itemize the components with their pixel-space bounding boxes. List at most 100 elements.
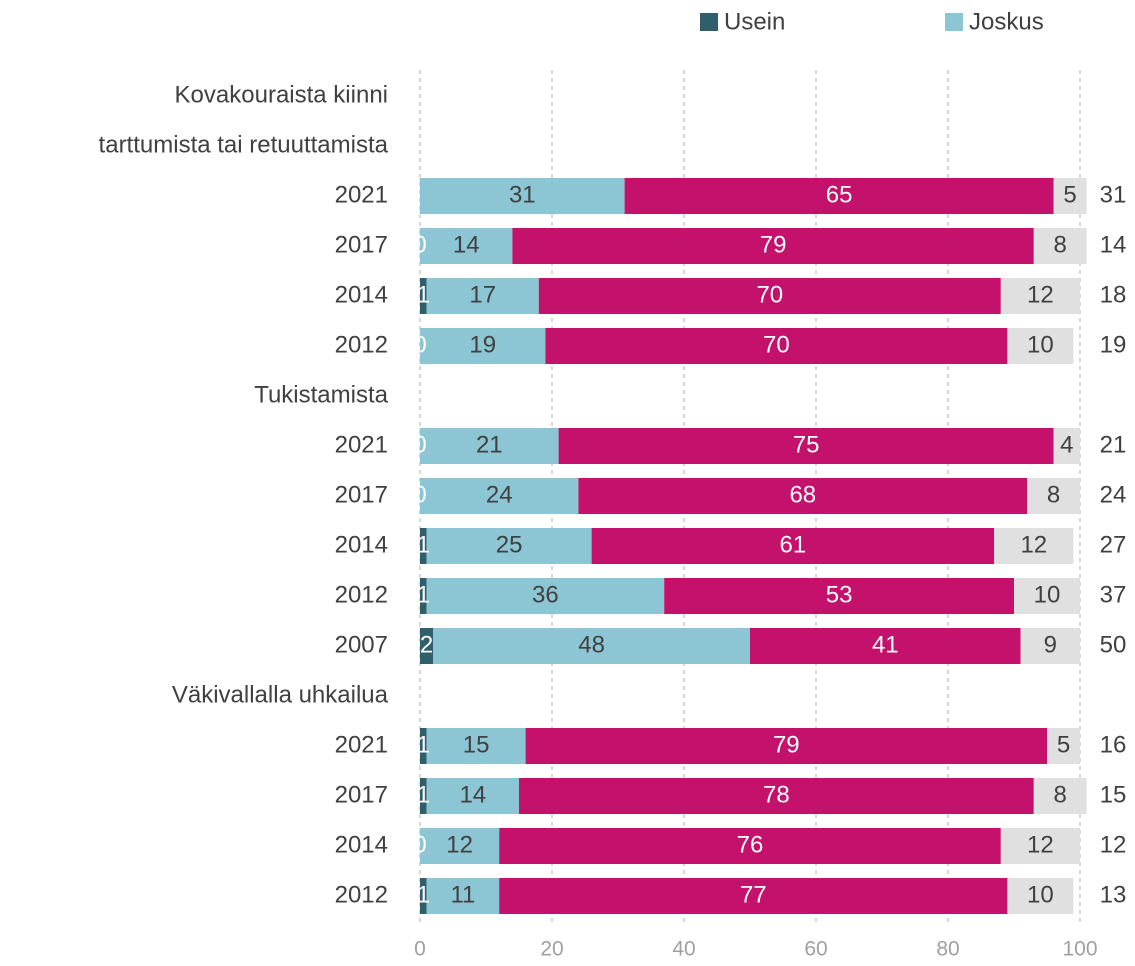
value-label: 31 [509, 181, 536, 208]
category-label: 2017 [335, 781, 388, 808]
value-label: 75 [793, 431, 820, 458]
value-label: 14 [459, 781, 486, 808]
bar-segment [624, 178, 1054, 214]
total-label: 13 [1100, 881, 1127, 908]
total-label: 19 [1100, 331, 1127, 358]
value-label: 53 [826, 581, 853, 608]
value-label: 68 [789, 481, 816, 508]
bar-segment [1000, 278, 1080, 314]
category-label: 2021 [335, 181, 388, 208]
bar-segment [420, 628, 434, 664]
category-label: 2021 [335, 731, 388, 758]
total-label: 37 [1100, 581, 1127, 608]
legend-swatch [700, 13, 718, 31]
value-label: 14 [453, 231, 480, 258]
total-label: 16 [1100, 731, 1127, 758]
bar-segment [420, 178, 625, 214]
value-label: 9 [1044, 631, 1057, 658]
value-label: 1 [417, 731, 430, 758]
total-label: 50 [1100, 631, 1127, 658]
value-label: 1 [417, 781, 430, 808]
bar-segment [1007, 328, 1074, 364]
bar-segment [426, 278, 539, 314]
category-label: 2014 [335, 831, 388, 858]
value-label: 19 [469, 331, 496, 358]
value-label: 0 [413, 431, 426, 458]
value-label: 10 [1034, 581, 1061, 608]
bar-segment [426, 578, 665, 614]
value-label: 12 [1027, 831, 1054, 858]
bar-segment [578, 478, 1028, 514]
value-label: 1 [417, 531, 430, 558]
value-label: 48 [578, 631, 605, 658]
category-label: 2012 [335, 881, 388, 908]
value-label: 15 [463, 731, 490, 758]
legend-swatch [945, 13, 963, 31]
value-label: 79 [760, 231, 787, 258]
total-label: 18 [1100, 281, 1127, 308]
x-tick-label: 80 [936, 938, 959, 961]
bar-segment [994, 528, 1074, 564]
total-label: 12 [1100, 831, 1127, 858]
value-label: 79 [773, 731, 800, 758]
value-label: 78 [763, 781, 790, 808]
bar-segment [420, 328, 546, 364]
bar-segment [1007, 878, 1074, 914]
bar-segment [1000, 828, 1080, 864]
value-label: 12 [1027, 281, 1054, 308]
category-label: 2007 [335, 631, 388, 658]
x-tick-label: 20 [540, 938, 563, 961]
bar-segment [426, 728, 526, 764]
bar-segment [591, 528, 995, 564]
value-label: 12 [446, 831, 473, 858]
bar-segment [1047, 728, 1080, 764]
value-label: 36 [532, 581, 559, 608]
value-label: 21 [476, 431, 503, 458]
bar-segment [420, 878, 427, 914]
bar-segment [420, 728, 427, 764]
value-label: 17 [469, 281, 496, 308]
bar-segment [519, 778, 1034, 814]
bar-segment [420, 778, 427, 814]
value-label: 25 [496, 531, 523, 558]
value-label: 70 [763, 331, 790, 358]
bar-segment [664, 578, 1014, 614]
total-label: 15 [1100, 781, 1127, 808]
category-label: 2017 [335, 231, 388, 258]
category-label: 2012 [335, 331, 388, 358]
total-label: 21 [1100, 431, 1127, 458]
value-label: 5 [1057, 731, 1070, 758]
total-label: 27 [1100, 531, 1127, 558]
value-label: 1 [417, 581, 430, 608]
bar-segment [426, 778, 519, 814]
category-label: Kovakouraista kiinni [175, 81, 388, 108]
bar-segment [1014, 578, 1080, 614]
category-label: 2017 [335, 481, 388, 508]
category-label: tarttumista tai retuuttamista [99, 131, 389, 158]
bar-segment [558, 428, 1054, 464]
bar-segment [538, 278, 1001, 314]
bar-segment [1033, 228, 1087, 264]
value-label: 0 [413, 831, 426, 858]
bar-segment [426, 878, 500, 914]
legend-label: Joskus [969, 8, 1044, 35]
bar-segment [420, 228, 513, 264]
legend-label: Usein [724, 8, 785, 35]
value-label: 2 [420, 631, 433, 658]
value-label: 10 [1027, 331, 1054, 358]
value-label: 8 [1054, 231, 1067, 258]
value-label: 0 [413, 331, 426, 358]
value-label: 5 [1063, 181, 1076, 208]
value-label: 0 [413, 231, 426, 258]
category-label: 2012 [335, 581, 388, 608]
value-label: 11 [450, 881, 475, 908]
value-label: 12 [1020, 531, 1047, 558]
value-label: 0 [413, 481, 426, 508]
value-label: 76 [737, 831, 764, 858]
category-label: 2021 [335, 431, 388, 458]
value-label: 8 [1047, 481, 1060, 508]
bar-segment [420, 828, 500, 864]
bar-segment [1033, 778, 1087, 814]
bar-segment [420, 278, 427, 314]
